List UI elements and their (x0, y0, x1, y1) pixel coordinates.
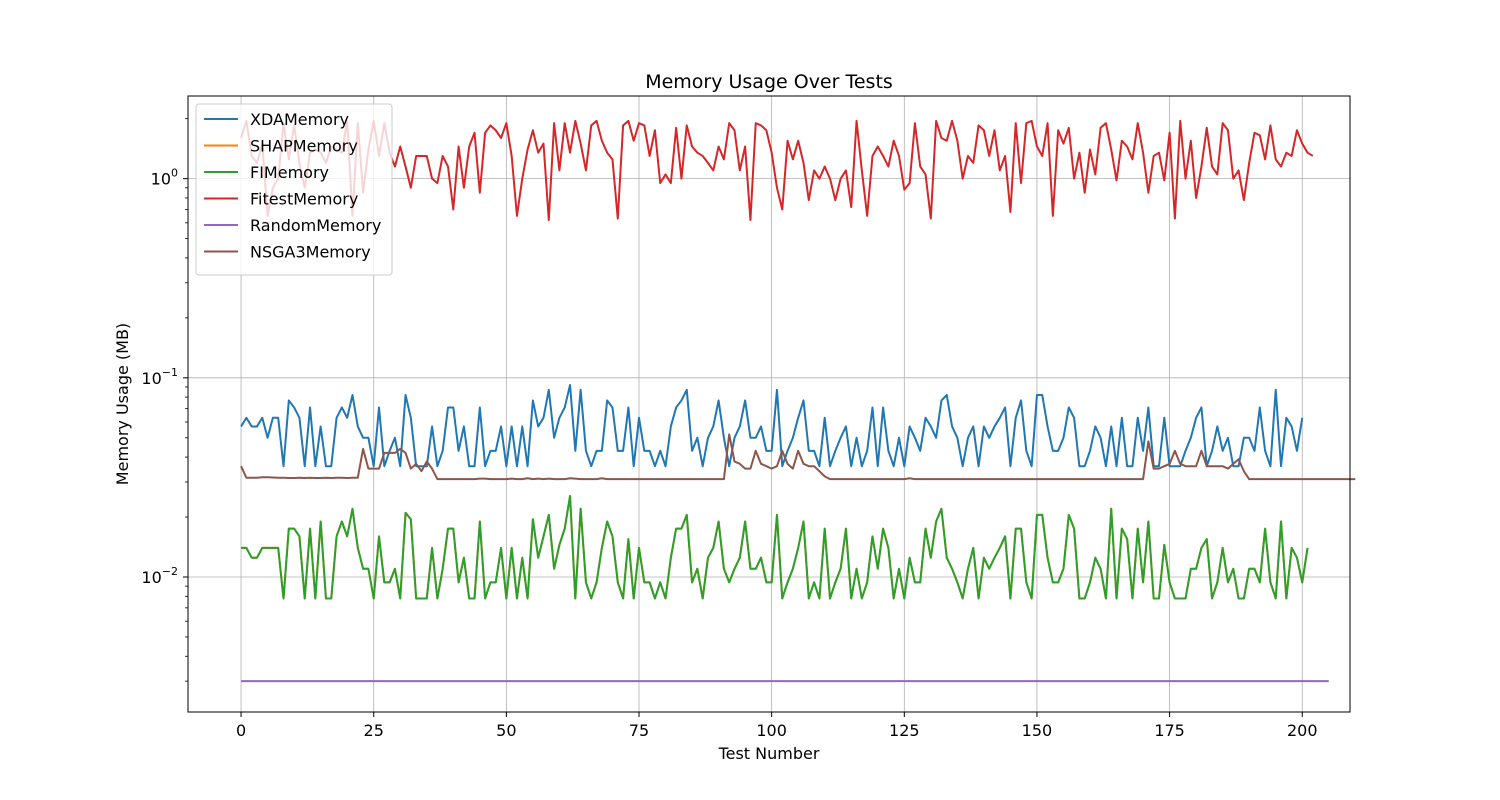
y-tick-base: 10 (151, 170, 171, 189)
y-tick-label: 100 (151, 167, 178, 189)
legend-label-xdamemory: XDAMemory (250, 110, 349, 129)
x-tick-label: 150 (1022, 721, 1053, 740)
legend-label-fimemory: FIMemory (250, 163, 329, 182)
y-tick-base: 10 (141, 568, 161, 587)
x-tick-label: 50 (496, 721, 516, 740)
legend-frame (195, 103, 393, 276)
legend-label-randommemory: RandomMemory (250, 216, 381, 235)
y-tick-exponent: −1 (162, 366, 178, 379)
x-axis: 0 25 50 75 100 125 150 175 200 (236, 712, 1318, 740)
series-layer (240, 119, 1356, 683)
x-tick-label: 25 (364, 721, 384, 740)
x-tick-label: 200 (1287, 721, 1318, 740)
legend-label-fitestmemory: FitestMemory (250, 190, 358, 209)
y-tick-label: 10−2 (141, 565, 178, 587)
x-axis-title: Test Number (718, 744, 820, 763)
x-tick-label: 125 (889, 721, 920, 740)
y-tick-base: 10 (141, 369, 161, 388)
x-tick-label: 0 (236, 721, 246, 740)
legend-label-shapmemory: SHAPMemory (250, 137, 358, 156)
x-tick-label: 175 (1154, 721, 1185, 740)
chart-title: Memory Usage Over Tests (645, 71, 893, 93)
grid (188, 96, 1350, 712)
legend-label-nsga3memory: NSGA3Memory (250, 243, 371, 262)
plot-area (187, 95, 1351, 713)
legend: XDAMemory SHAPMemory FIMemory FitestMemory R… (195, 103, 393, 276)
y-tick-label: 10−1 (141, 366, 178, 388)
y-tick-exponent: 0 (171, 167, 178, 180)
y-axis-title: Memory Usage (MB) (113, 323, 132, 485)
series-line-fimemory (241, 495, 1309, 600)
x-tick-label: 100 (756, 721, 787, 740)
y-tick-exponent: −2 (162, 565, 178, 578)
series-line-fitestmemory (240, 119, 1314, 221)
x-tick-label: 75 (629, 721, 649, 740)
series-line-nsga3memory (240, 433, 1356, 481)
